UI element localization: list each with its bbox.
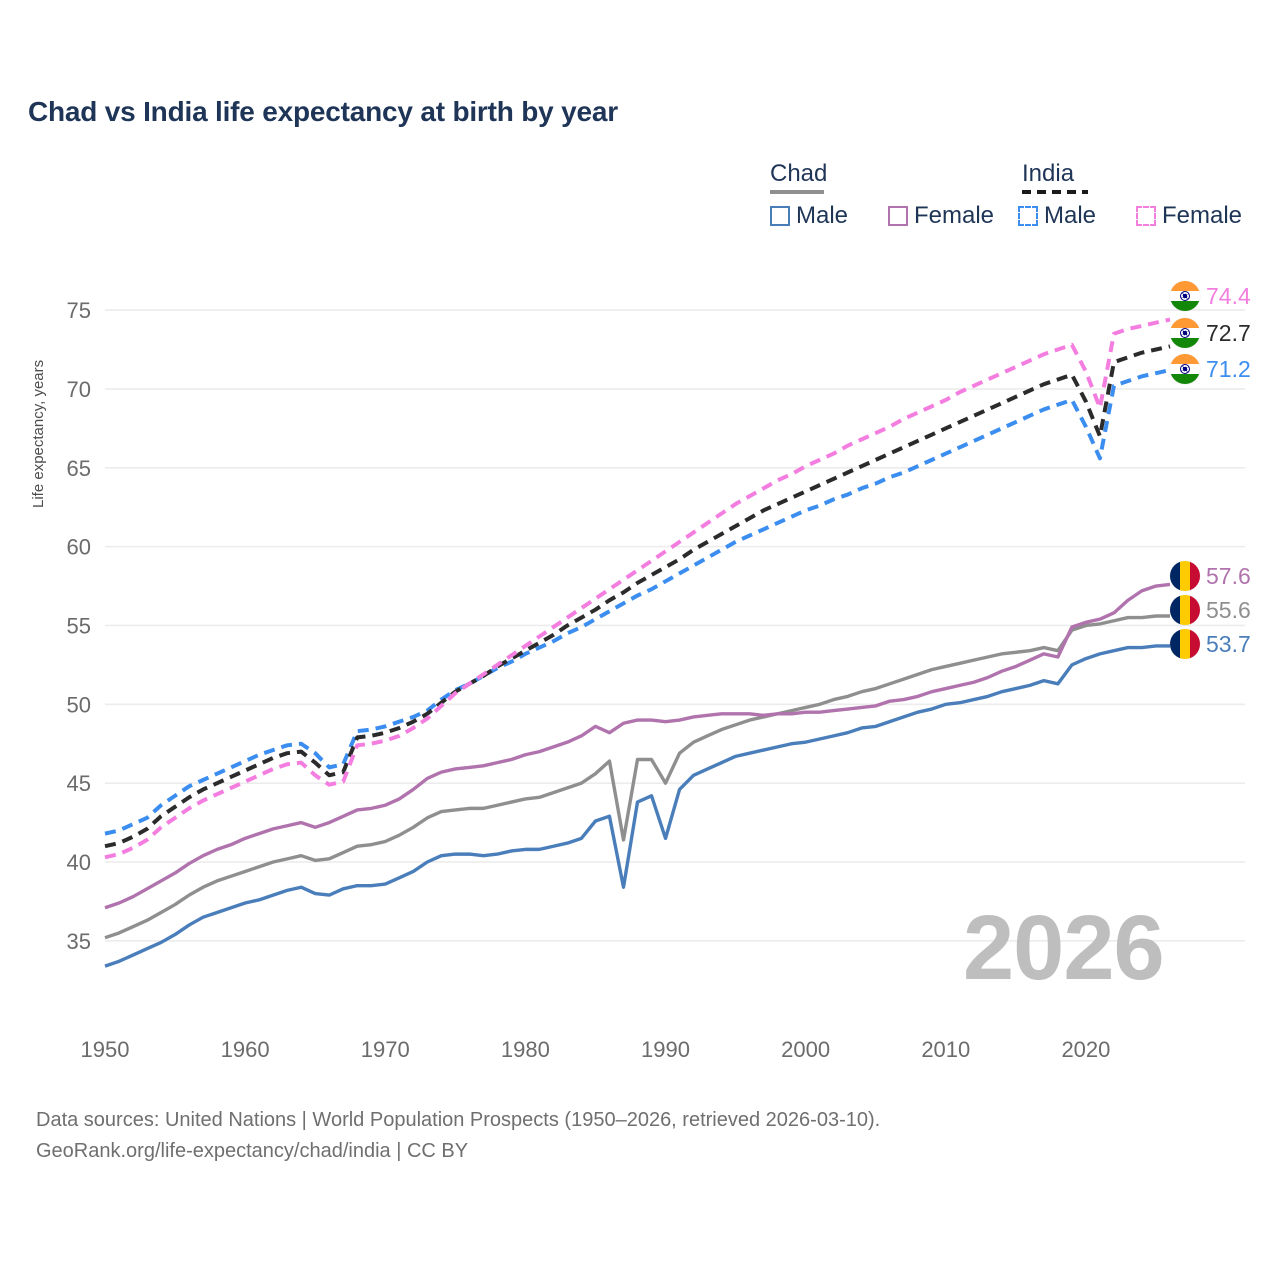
endpoint-value: 72.7 [1206,319,1251,346]
footer-line-2: GeoRank.org/life-expectancy/chad/india |… [36,1140,469,1162]
page-title: Chad vs India life expectancy at birth b… [28,96,618,127]
legend-rule-india [1022,190,1088,194]
x-axis-tick-label: 1970 [361,1037,410,1062]
x-axis-tick-label: 2000 [781,1037,830,1062]
y-axis-tick-label: 35 [67,929,91,954]
endpoint-label-india-0: 74.4 [1170,281,1251,311]
legend-swatch-icon [1018,206,1038,226]
x-axis-tick-label: 1990 [641,1037,690,1062]
legend-item-label: Male [1044,202,1097,229]
flag-icon-chad [1170,629,1200,659]
legend-item-label: Female [914,202,995,229]
series-line-india-both-sexes [104,344,1171,849]
legend-rule-chad [770,190,824,194]
y-axis-tick-label: 45 [67,771,91,796]
endpoint-value: 71.2 [1206,355,1251,382]
legend-swatch-icon [888,206,908,226]
y-axis-tick-label: 65 [67,456,91,481]
flag-icon-india [1170,281,1200,311]
legend-item-india-female[interactable]: Female [1136,204,1242,228]
y-axis-tick-label: 55 [67,613,91,638]
series-line-india-male [104,368,1171,836]
legend-item-chad-female[interactable]: Female [888,204,994,228]
endpoint-label-india-2: 71.2 [1170,354,1251,384]
legend-item-label: Male [796,202,849,229]
x-axis-tick-label: 1960 [221,1037,270,1062]
legend-swatch-icon [770,206,790,226]
chart-legend: Chad Male Female India Male Female [760,160,1250,240]
endpoint-label-india-1: 72.7 [1170,318,1251,348]
series-line-chad-both-sexes [104,614,1170,940]
legend-item-chad-male[interactable]: Male [770,204,848,228]
year-watermark: 2026 [963,897,1165,999]
legend-swatch-icon [1136,206,1156,226]
legend-item-label: Female [1162,202,1243,229]
footer-line-1: Data sources: United Nations | World Pop… [36,1109,881,1131]
flag-icon-india [1170,354,1200,384]
flag-icon-india [1170,318,1200,348]
legend-item-india-male[interactable]: Male [1018,204,1096,228]
x-axis-tick-label: 1980 [501,1037,550,1062]
endpoint-label-chad-3: 57.6 [1170,561,1251,591]
footer-credits: Data sources: United Nations | World Pop… [36,1105,1236,1167]
y-axis-tick-label: 75 [67,298,91,323]
y-axis-title: Life expectancy, years [30,359,47,508]
flag-icon-chad [1170,561,1200,591]
flag-icon-chad [1170,595,1200,625]
y-axis-tick-label: 70 [67,377,91,402]
y-axis-tick-label: 60 [67,535,91,560]
series-line-chad-female [104,582,1171,910]
legend-group-title-india: India [1022,160,1075,187]
series-line-india-female [104,317,1171,860]
y-axis-tick-label: 40 [67,850,91,875]
endpoint-value: 53.7 [1206,630,1251,657]
endpoint-value: 74.4 [1206,282,1251,309]
legend-group-title-chad: Chad [770,160,828,187]
endpoint-value: 55.6 [1206,596,1251,623]
x-axis-tick-label: 2010 [921,1037,970,1062]
y-axis-tick-label: 50 [67,692,91,717]
endpoint-label-chad-5: 53.7 [1170,629,1251,659]
endpoint-value: 57.6 [1206,562,1251,589]
x-axis-tick-label: 1950 [81,1037,130,1062]
endpoint-label-chad-4: 55.6 [1170,595,1251,625]
x-axis-tick-label: 2020 [1061,1037,1110,1062]
